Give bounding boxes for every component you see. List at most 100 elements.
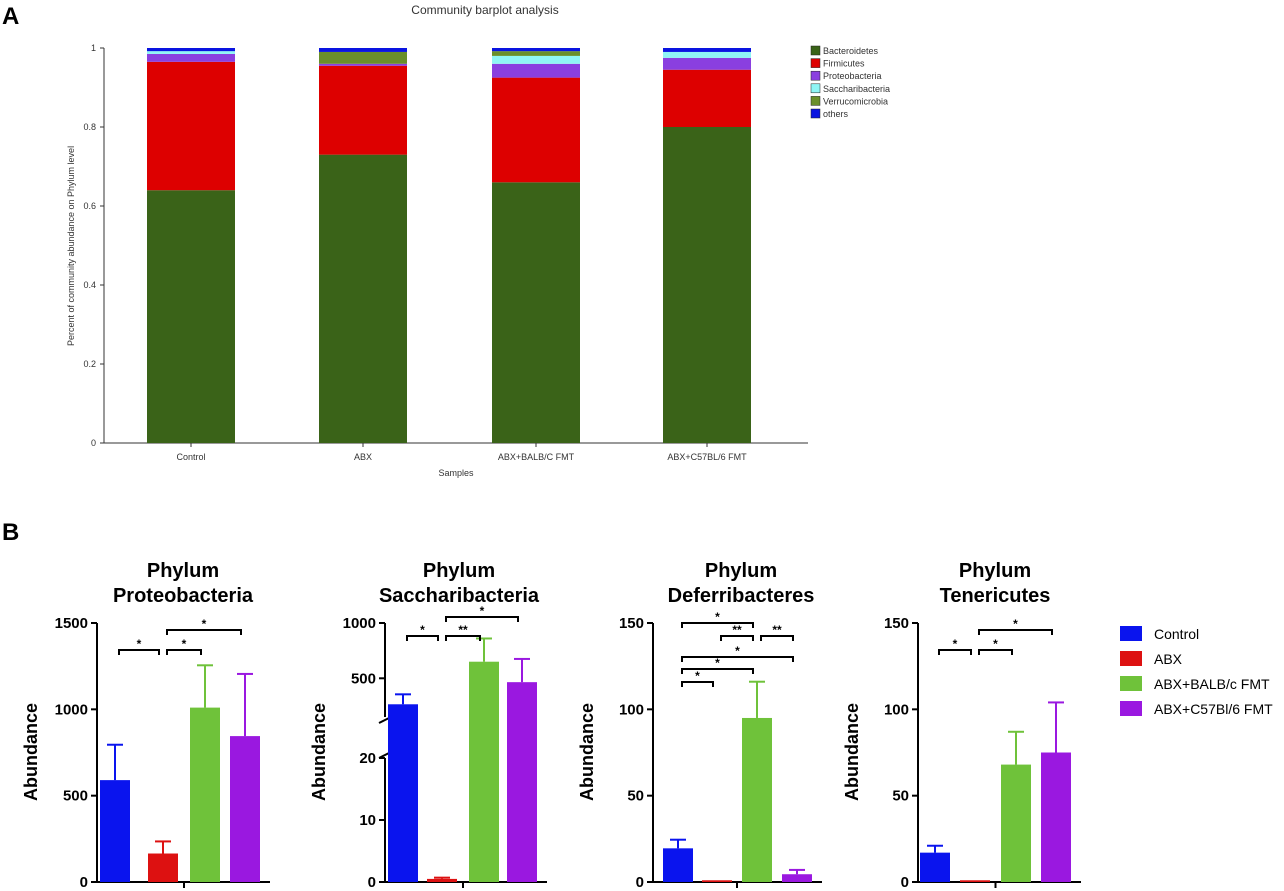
bar-1: [388, 704, 418, 882]
chart-title: Community barplot analysis: [411, 3, 558, 17]
y-tick-label: 20: [359, 750, 376, 767]
significance-bracket: [978, 649, 1013, 655]
legend-swatch: [810, 108, 821, 119]
y-tick-label: 0.6: [83, 201, 96, 211]
significance-bracket: [720, 635, 754, 641]
bar-4: [230, 736, 260, 882]
significance-label: *: [480, 604, 485, 618]
legend-label: ABX+BALB/c FMT: [1154, 676, 1270, 692]
stack-segment-firmicutes: [147, 61, 235, 191]
significance-bracket: [166, 649, 202, 655]
stack-segment-firmicutes: [319, 65, 407, 155]
y-tick-label: 0: [636, 874, 644, 891]
legend-swatch: [810, 45, 821, 56]
stack-segment-firmicutes: [492, 77, 580, 183]
chart-title-line2: Proteobacteria: [113, 585, 254, 607]
y-axis-label: Abundance: [842, 703, 862, 801]
significance-label: *: [735, 644, 740, 658]
significance-bracket: [978, 629, 1053, 635]
y-tick-label: 0.2: [83, 359, 96, 369]
y-axis-label: Abundance: [21, 703, 41, 801]
significance-label: *: [993, 637, 998, 651]
bar-4: [1041, 752, 1071, 882]
y-tick-label: 0: [91, 438, 96, 448]
significance-label: *: [182, 637, 187, 651]
bar-2: [702, 880, 732, 882]
legend-swatch: [1120, 651, 1142, 666]
legend-label: others: [823, 109, 849, 119]
x-tick-label: ABX+BALB/C FMT: [498, 452, 575, 462]
significance-label: **: [458, 623, 468, 637]
significance-bracket: [681, 622, 754, 628]
legend-label: ABX+C57Bl/6 FMT: [1154, 701, 1273, 717]
phylum-barcharts-panel: PhylumProteobacteriaAbundance05001000150…: [21, 560, 1081, 891]
legend-label: Proteobacteria: [823, 71, 882, 81]
y-tick-label: 500: [351, 670, 376, 687]
panel-label-b: B: [2, 519, 19, 546]
stack-segment-proteobacteria: [319, 63, 407, 66]
bar-3: [742, 717, 772, 882]
stack-segment-others: [147, 48, 235, 52]
panel-label-a: A: [2, 3, 19, 30]
bar-3: [469, 661, 499, 882]
chart-title-line1: Phylum: [959, 560, 1031, 582]
bar-1: [100, 780, 130, 882]
legend-label: Bacteroidetes: [823, 46, 879, 56]
bar-2: [960, 880, 990, 882]
legend-label: Saccharibacteria: [823, 84, 890, 94]
y-tick-label: 0: [368, 874, 376, 891]
chart-title-line1: Phylum: [705, 560, 777, 582]
significance-label: *: [137, 637, 142, 651]
stack-segment-verrucomicrobia: [319, 51, 407, 64]
legend-swatch: [1120, 701, 1142, 716]
chart-title-line1: Phylum: [147, 560, 219, 582]
stack-segment-saccharibacteria: [147, 51, 235, 54]
x-tick-label: ABX+C57BL/6 FMT: [667, 452, 747, 462]
y-tick-label: 0.8: [83, 122, 96, 132]
legend-label: Control: [1154, 626, 1199, 642]
y-axis-label: Percent of community abundance on Phylum…: [66, 146, 76, 346]
significance-bracket: [681, 668, 754, 674]
stack-segment-firmicutes: [663, 69, 751, 127]
y-tick-label: 1000: [55, 701, 88, 718]
significance-bracket: [445, 635, 481, 641]
significance-label: *: [1013, 617, 1018, 631]
y-tick-label: 100: [884, 701, 909, 718]
bar-4: [507, 682, 537, 882]
legend-label: ABX: [1154, 651, 1183, 667]
significance-label: **: [772, 623, 782, 637]
y-axis-label: Abundance: [577, 703, 597, 801]
bar-2: [148, 853, 178, 882]
legend-swatch: [810, 58, 821, 68]
x-axis-label: Samples: [438, 468, 474, 478]
y-axis-label: Abundance: [309, 703, 329, 801]
legend-label: Firmicutes: [823, 59, 865, 69]
stack-segment-saccharibacteria: [663, 51, 751, 58]
significance-label: *: [202, 617, 207, 631]
stack-segment-others: [319, 48, 407, 52]
stack-segment-saccharibacteria: [492, 55, 580, 64]
significance-bracket: [681, 681, 714, 687]
y-tick-label: 50: [627, 788, 644, 805]
chart-title-line2: Saccharibacteria: [379, 585, 540, 607]
y-tick-label: 0.4: [83, 280, 96, 290]
x-tick-label: ABX: [354, 452, 372, 462]
y-tick-label: 150: [619, 615, 644, 632]
chart-title-line2: Tenericutes: [940, 585, 1051, 607]
stack-segment-verrucomicrobia: [492, 51, 580, 56]
stack-segment-others: [492, 48, 580, 52]
bar-2: [427, 878, 457, 882]
significance-bracket: [166, 629, 242, 635]
bar-1: [920, 852, 950, 882]
y-tick-label: 10: [359, 812, 376, 829]
significance-label: *: [715, 656, 720, 670]
legend-swatch: [1120, 626, 1142, 641]
significance-bracket: [118, 649, 160, 655]
legend-swatch: [810, 70, 821, 81]
significance-label: **: [732, 623, 742, 637]
legend-label: Verrucomicrobia: [823, 96, 888, 106]
y-tick-label: 500: [63, 788, 88, 805]
significance-bracket: [760, 635, 794, 641]
significance-bracket: [681, 656, 794, 662]
